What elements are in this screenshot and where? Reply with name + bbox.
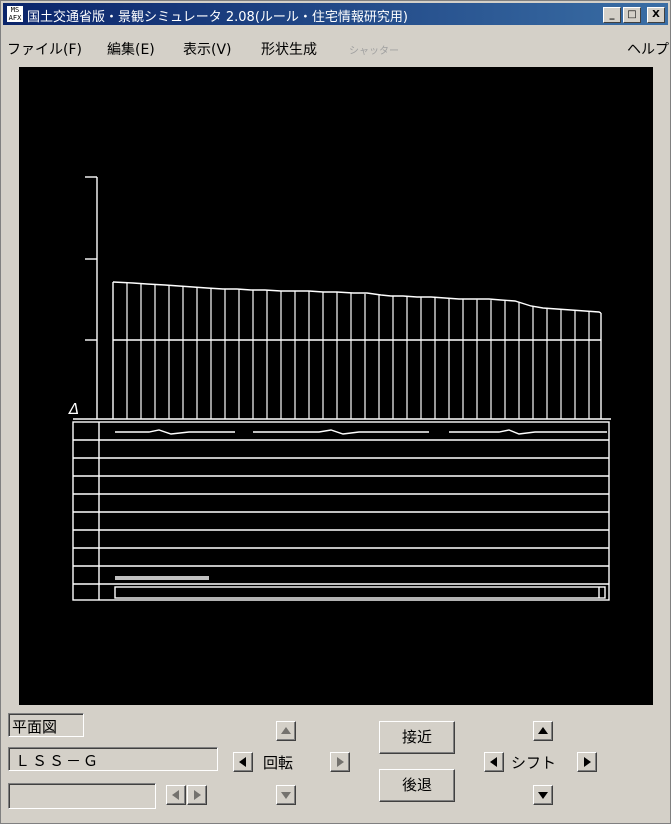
minimize-icon: _ [609, 9, 615, 20]
shift-down-button[interactable] [533, 785, 553, 805]
app-icon-text-bottom: AFX [8, 14, 22, 22]
view-mode-field[interactable]: 平面図 [8, 713, 84, 737]
arrow-down-icon [538, 792, 548, 799]
menu-edit[interactable]: 編集(E) [107, 42, 155, 58]
minimize-button[interactable]: _ [603, 7, 621, 23]
maximize-button[interactable]: □ [623, 7, 641, 23]
menu-shutter: シャッター [349, 46, 399, 57]
close-button[interactable]: X [647, 7, 665, 23]
plan-outline [72, 421, 610, 601]
facade-columns [126, 282, 590, 419]
arrow-up-icon [538, 727, 548, 734]
prev-button[interactable] [166, 785, 186, 805]
app-icon-text-top: MS [10, 6, 20, 14]
arrow-left-icon [172, 790, 179, 800]
shift-label: シフト [511, 754, 557, 772]
rotate-up-button[interactable] [276, 721, 296, 741]
rotate-label: 回転 [263, 754, 294, 772]
retreat-label: 後退 [401, 776, 432, 794]
arrow-left-icon [490, 757, 497, 767]
arrow-up-icon [281, 727, 291, 734]
arrow-right-icon [584, 757, 591, 767]
view-canvas[interactable]: Δ [19, 67, 653, 705]
arrow-right-icon [194, 790, 201, 800]
shift-left-button[interactable] [484, 752, 504, 772]
close-icon: X [652, 9, 660, 20]
approach-button[interactable]: 接近 [379, 721, 455, 754]
rotate-left-button[interactable] [233, 752, 253, 772]
view-mode-text: 平面図 [12, 718, 58, 736]
shift-right-button[interactable] [577, 752, 597, 772]
arrow-right-icon [337, 757, 344, 767]
menu-help[interactable]: ヘルプ [627, 42, 669, 58]
approach-label: 接近 [401, 728, 432, 746]
maximize-icon: □ [627, 9, 637, 20]
menu-bar: ファイル(F) 編集(E) 表示(V) 形状生成 シャッター ヘルプ [3, 37, 669, 59]
model-name-text: ＬＳＳ－Ｇ [15, 752, 101, 770]
window-title: 国土交通省版・景観シミュレータ 2.08(ルール・住宅情報研究用) [27, 10, 408, 25]
menu-shape[interactable]: 形状生成 [261, 42, 317, 58]
app-icon[interactable]: MS AFX [7, 6, 23, 22]
north-marker: Δ [68, 400, 79, 418]
roof-profile [112, 281, 602, 314]
arrow-down-icon [281, 792, 291, 799]
plan-strips [72, 421, 610, 601]
rotate-right-button[interactable] [330, 752, 350, 772]
title-bar[interactable]: MS AFX 国土交通省版・景観シミュレータ 2.08(ルール・住宅情報研究用)… [3, 3, 668, 25]
menu-file[interactable]: ファイル(F) [7, 42, 82, 58]
retreat-button[interactable]: 後退 [379, 769, 455, 802]
elevation-drawing: Δ [68, 176, 611, 601]
arrow-left-icon [239, 757, 246, 767]
menu-view[interactable]: 表示(V) [183, 42, 232, 58]
next-button[interactable] [187, 785, 207, 805]
shift-up-button[interactable] [533, 721, 553, 741]
extra-input-field[interactable] [8, 783, 156, 809]
model-name-field[interactable]: ＬＳＳ－Ｇ [8, 747, 218, 771]
rotate-down-button[interactable] [276, 785, 296, 805]
